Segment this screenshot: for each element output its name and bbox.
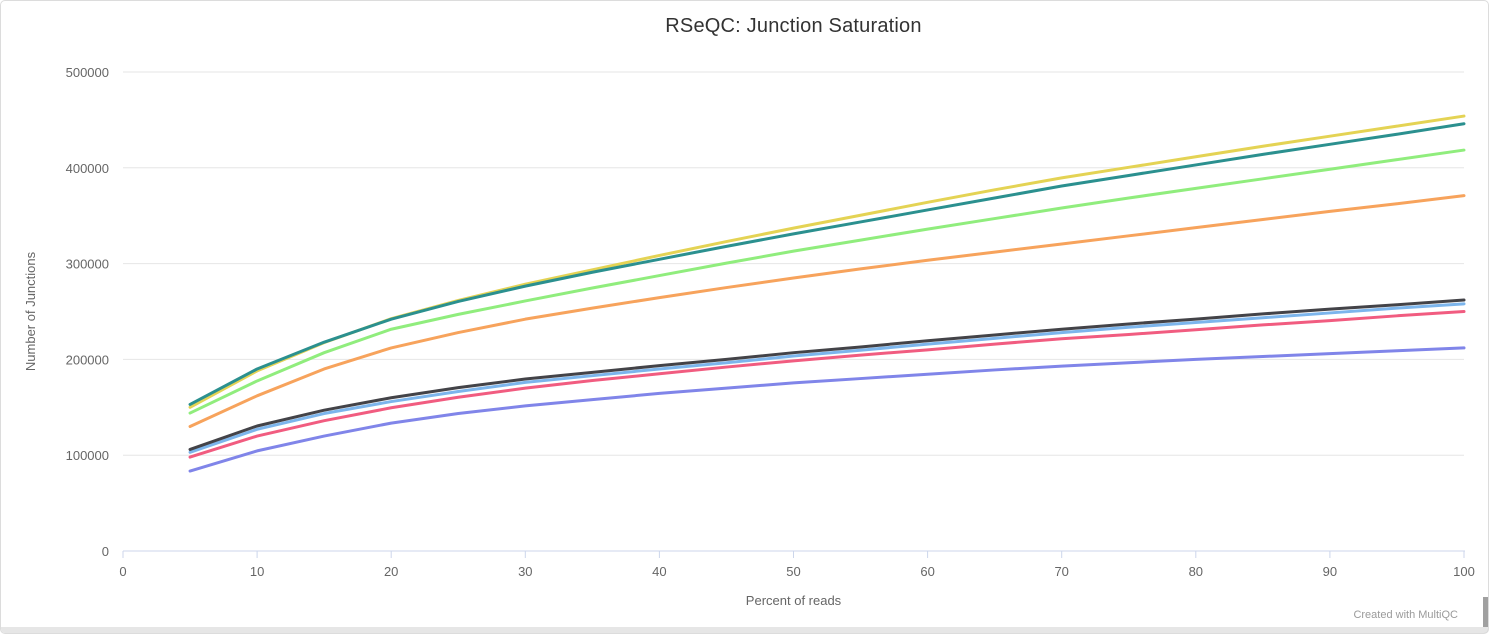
series-line-teal[interactable] (188, 122, 1466, 406)
series-line-dark-gray[interactable] (188, 298, 1466, 451)
vertical-scrollbar-thumb[interactable] (1483, 597, 1488, 633)
x-tick-label: 80 (1189, 564, 1203, 579)
series-line-pink[interactable] (188, 310, 1466, 459)
series-line-orange[interactable] (188, 194, 1466, 428)
x-tick-label: 10 (250, 564, 264, 579)
x-tick-label: 30 (518, 564, 532, 579)
y-tick-label: 0 (102, 544, 109, 559)
y-tick-label: 100000 (66, 448, 109, 463)
y-tick-label: 400000 (66, 161, 109, 176)
multiqc-credit: Created with MultiQC (1353, 609, 1458, 621)
chart-title: RSeQC: Junction Saturation (665, 15, 922, 37)
x-tick-label: 40 (652, 564, 666, 579)
x-tick-label: 90 (1323, 564, 1337, 579)
x-tick-label: 60 (920, 564, 934, 579)
x-tick-label: 20 (384, 564, 398, 579)
y-tick-label: 300000 (66, 257, 109, 272)
x-tick-label: 70 (1054, 564, 1068, 579)
series-line-yellow[interactable] (188, 114, 1466, 409)
y-tick-label: 200000 (66, 352, 109, 367)
x-tick-label: 50 (786, 564, 800, 579)
series-line-green[interactable] (188, 148, 1466, 415)
y-axis-title: Number of Junctions (23, 251, 38, 371)
series-line-blue[interactable] (188, 302, 1466, 454)
y-tick-label: 500000 (66, 65, 109, 80)
series-line-purple[interactable] (188, 346, 1466, 473)
x-axis-title: Percent of reads (746, 593, 842, 608)
x-tick-label: 0 (119, 564, 126, 579)
x-tick-label: 100 (1453, 564, 1475, 579)
horizontal-scrollbar[interactable] (1, 627, 1488, 633)
